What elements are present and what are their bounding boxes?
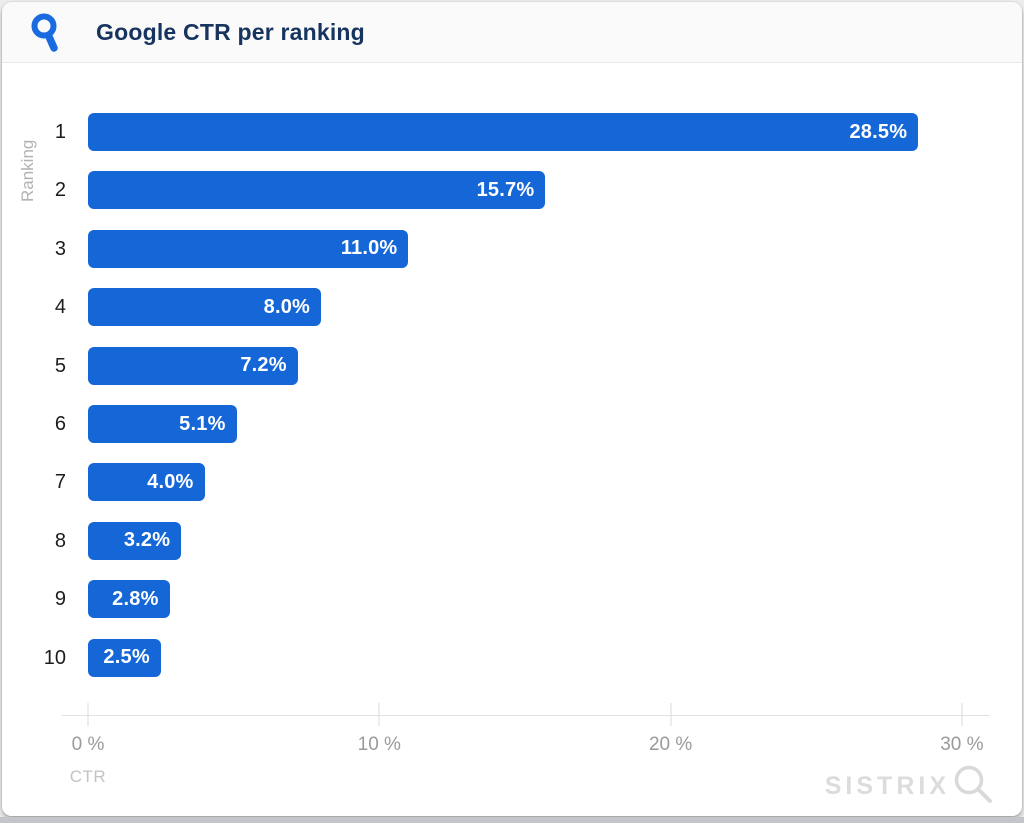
bar-row: 2 15.7%: [2, 171, 1022, 210]
ctr-bar[interactable]: 28.5%: [88, 113, 919, 151]
bar-row: 10 2.5%: [2, 638, 1022, 677]
bar-value-label: 28.5%: [849, 120, 908, 143]
x-tick-label: 20 %: [648, 734, 693, 755]
x-tick-mark: [378, 703, 380, 726]
bar-value-label: 5.1%: [179, 412, 226, 435]
bar-value-label: 8.0%: [263, 295, 311, 318]
bar-row: 1 28.5%: [2, 113, 1022, 151]
card-header: Google CTR per ranking: [2, 2, 1022, 63]
ctr-bar[interactable]: 3.2%: [88, 521, 182, 560]
bar-row: 6 5.1%: [2, 405, 1022, 443]
magnifier-icon: [31, 13, 58, 52]
x-axis-title: CTR: [69, 767, 107, 786]
page-title: Google CTR per ranking: [96, 18, 365, 45]
ctr-bar[interactable]: 8.0%: [88, 288, 322, 327]
x-tick-label: 10 %: [357, 734, 401, 755]
ctr-bar[interactable]: 7.2%: [88, 346, 298, 385]
bar-row: 8 3.2%: [2, 521, 1022, 560]
ctr-bar[interactable]: 2.8%: [88, 580, 170, 619]
bar-value-label: 3.2%: [123, 529, 171, 552]
watermark-text: SISTRIX: [824, 771, 950, 800]
bar-value-label: 4.0%: [147, 470, 194, 493]
bar-value-label: 7.2%: [240, 354, 287, 377]
rank-label: 4: [54, 296, 66, 319]
bar-value-label: 2.5%: [103, 646, 150, 669]
rank-label: 8: [54, 529, 66, 552]
x-tick-mark: [670, 703, 672, 726]
magnifier-icon: [954, 765, 992, 803]
rank-label: 6: [54, 413, 66, 435]
x-tick-mark: [961, 703, 963, 726]
ctr-bar[interactable]: 2.5%: [88, 638, 161, 677]
rank-label: 1: [54, 121, 66, 143]
rank-label: 9: [54, 588, 66, 611]
ctr-bar[interactable]: 5.1%: [88, 405, 237, 443]
rank-label: 5: [54, 354, 66, 377]
x-tick-label: 0 %: [71, 734, 105, 755]
rank-label: 3: [54, 237, 66, 260]
rank-label: 2: [54, 179, 66, 202]
bar-row: 4 8.0%: [2, 288, 1022, 327]
watermark: SISTRIX: [825, 764, 996, 808]
ctr-bar[interactable]: 15.7%: [88, 171, 546, 210]
bar-value-label: 11.0%: [340, 237, 398, 260]
bar-value-label: 2.8%: [112, 587, 159, 610]
ctr-bar[interactable]: 4.0%: [88, 463, 205, 502]
bar-value-label: 15.7%: [476, 178, 535, 201]
page-bottom-edge: [0, 817, 1024, 823]
bar-row: 9 2.8%: [2, 580, 1022, 619]
bar-row: 7 4.0%: [2, 463, 1022, 502]
x-tick-label: 30 %: [940, 734, 984, 755]
chart-body: Ranking 1 28.5% 2 15.7% 3 11.0% 4 8.0% 5 7.2% 6 5.1…: [2, 63, 1022, 816]
rank-label: 7: [54, 471, 66, 494]
rank-label: 10: [43, 646, 66, 669]
bar-row: 5 7.2%: [2, 346, 1022, 385]
x-tick-mark: [87, 703, 89, 726]
bar-row: 3 11.0%: [2, 229, 1022, 268]
ctr-bar[interactable]: 11.0%: [88, 229, 409, 268]
x-axis-line: [62, 715, 990, 716]
